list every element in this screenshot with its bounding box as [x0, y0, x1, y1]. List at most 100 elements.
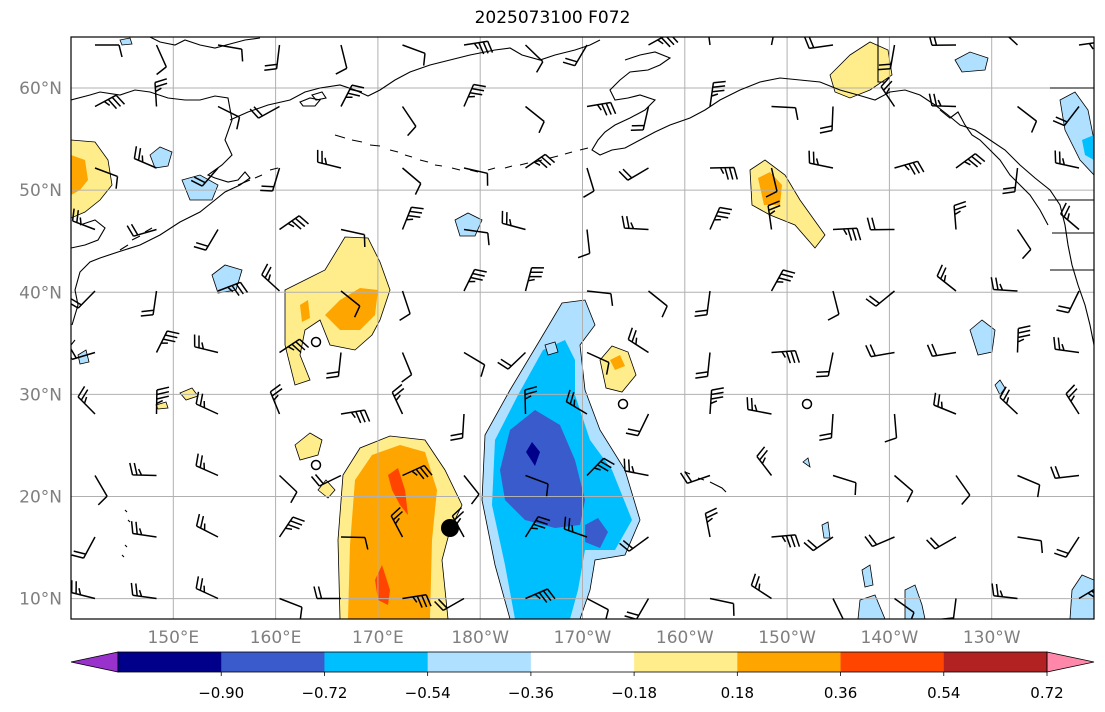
negative-region-small-3 [211, 264, 243, 294]
lon-tick-label: 150°W [758, 628, 816, 648]
colorbar-segment [530, 652, 635, 672]
wind-barb [401, 206, 424, 230]
wind-barb [621, 215, 649, 231]
negative-region-small-11 [861, 564, 874, 588]
wind-barb [709, 387, 724, 415]
wind-barb [340, 290, 361, 318]
wind-barb [154, 78, 168, 107]
wind-barb [391, 383, 405, 415]
wind-barb [864, 534, 895, 548]
wind-barb [695, 352, 711, 379]
lat-tick-label: 60°N [19, 79, 62, 99]
wind-barb [71, 580, 96, 600]
wind-barb [583, 167, 595, 198]
wind-barb [313, 586, 341, 600]
wind-barb [434, 597, 465, 612]
wind-barb [525, 105, 545, 134]
wind-barb [1056, 290, 1080, 314]
wind-barb [340, 84, 365, 107]
wind-barb [880, 76, 896, 107]
lon-tick-label: 170°W [554, 628, 612, 648]
positive-region-red-170e-north [388, 468, 408, 515]
wind-barb [94, 167, 119, 189]
colorbar-segment [634, 652, 738, 672]
wind-barb [524, 267, 545, 292]
negative-region-small-7 [969, 319, 996, 356]
wind-barb [401, 352, 413, 383]
lat-tick-label: 20°N [19, 487, 62, 507]
wind-barb [155, 44, 167, 76]
wind-barb [401, 106, 417, 137]
wind-barb [140, 290, 158, 317]
wind-barb [865, 290, 895, 307]
colorbar-label: 0.18 [721, 684, 754, 702]
negative-region-blue-175w [500, 410, 585, 528]
negative-region-small-6 [954, 51, 989, 73]
wind-barb [586, 457, 615, 477]
wind-barb [618, 167, 649, 181]
wind-barb [1078, 588, 1094, 600]
canada-coast-islands [939, 109, 1049, 226]
wind-barb [586, 351, 610, 375]
lon-tick-label: 130°W [963, 628, 1021, 648]
lat-tick-label: 10°N [19, 590, 62, 610]
grid-lines [71, 37, 1094, 619]
negative-region-small-12 [857, 594, 886, 619]
wind-barb [278, 474, 298, 504]
wind-barb [878, 44, 896, 71]
lon-tick-label: 170°E [352, 628, 404, 648]
wind-barb [463, 475, 480, 505]
wind-barb [71, 290, 96, 309]
positive-region-orange-50n [758, 172, 782, 205]
positive-region-yellow-small-25n [294, 432, 323, 461]
wind-barb [316, 149, 342, 169]
wind-barb [624, 598, 650, 619]
negative-region-navy-175w [526, 442, 540, 466]
wind-barb [77, 386, 96, 415]
storm-center-marker [441, 519, 459, 537]
wind-barb [399, 290, 411, 322]
wind-barb [803, 536, 834, 552]
positive-region-yellow-alaska [829, 41, 893, 99]
wind-barb [832, 598, 844, 619]
wind-barb [217, 44, 244, 62]
positive-region-orange-33n [610, 355, 625, 370]
wind-barb [340, 409, 371, 424]
wind-barb [625, 413, 650, 437]
wind-barb [563, 516, 588, 538]
nunivak-island [311, 91, 327, 101]
wind-barb [130, 582, 157, 600]
asia-coast [71, 89, 251, 326]
bering-coast [229, 39, 601, 121]
colorbar-label: 0.54 [927, 684, 960, 702]
wind-barb [501, 210, 526, 231]
positive-region-orange-40n [325, 288, 378, 330]
wind-barb [746, 397, 772, 415]
lon-tick-label: 150°E [147, 628, 199, 648]
colorbar-segment [840, 652, 945, 672]
wind-barb [750, 573, 772, 600]
colorbar-label: −0.72 [301, 684, 347, 702]
colorbar-label: 0.36 [824, 684, 857, 702]
wind-barb [95, 44, 123, 58]
colorbar-segment [118, 652, 222, 672]
wind-barb [771, 350, 801, 364]
colorbar-extend-high [1046, 651, 1095, 673]
negative-region-ne [1059, 91, 1094, 176]
wind-barb [1002, 167, 1019, 195]
map-plot-area [71, 37, 1094, 619]
wind-barb [565, 389, 588, 415]
wind-barb [335, 44, 348, 75]
wind-barb [803, 37, 834, 50]
wind-barb [999, 386, 1019, 415]
lon-tick-label: 180°W [451, 628, 509, 648]
wind-barb [832, 474, 857, 496]
lon-tick-label: 160°E [250, 628, 302, 648]
negative-region-small-2 [181, 174, 219, 201]
negative-region-ne-cyan [1082, 135, 1094, 160]
ring-marker-29n-147w [801, 398, 813, 410]
wind-barb [450, 413, 465, 441]
map-title: 2025073100 F072 [474, 8, 631, 28]
wind-barb [933, 392, 957, 415]
